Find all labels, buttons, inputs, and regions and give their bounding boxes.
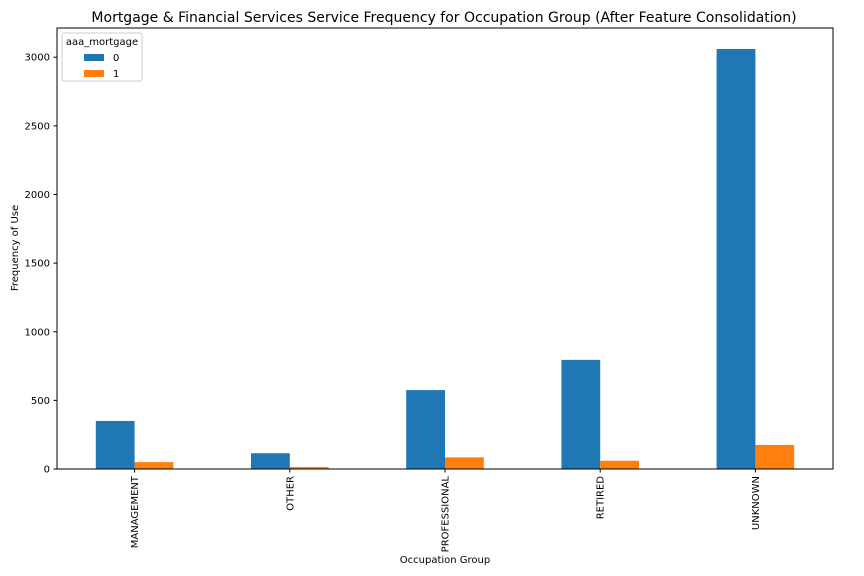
legend-label-0: 0 xyxy=(113,53,119,64)
legend-title: aaa_mortgage xyxy=(66,37,138,48)
bar-professional-series-1 xyxy=(445,457,484,469)
legend: aaa_mortgage 0 1 xyxy=(61,32,143,82)
x-tick-label-management: MANAGEMENT xyxy=(130,475,141,548)
x-tick-label-other: OTHER xyxy=(285,476,296,511)
bar-retired-series-0 xyxy=(561,359,601,469)
x-tick-label-professional: PROFESSIONAL xyxy=(441,476,452,553)
bars-layer xyxy=(95,49,795,469)
y-tick-label: 1500 xyxy=(25,259,50,270)
chart-title: Mortgage & Financial Services Service Fr… xyxy=(91,10,796,26)
legend-swatch-1 xyxy=(84,70,104,77)
y-axis: 0 500 1000 1500 2000 2500 3000 xyxy=(25,53,57,476)
x-axis-label: Occupation Group xyxy=(400,555,490,566)
y-tick-label: 1000 xyxy=(25,327,50,338)
bar-other-series-1 xyxy=(289,466,329,469)
bar-retired-series-1 xyxy=(600,460,639,469)
y-tick-label: 3000 xyxy=(25,53,50,64)
y-tick-label: 500 xyxy=(31,396,50,407)
y-axis-label: Frequency of Use xyxy=(10,205,21,291)
legend-swatch-0 xyxy=(84,54,104,61)
x-tick-label-unknown: UNKNOWN xyxy=(751,476,762,530)
x-axis: MANAGEMENT OTHER PROFESSIONAL RETIRED UNKNOW… xyxy=(130,469,762,552)
plot-frame xyxy=(56,27,834,470)
bar-management-series-0 xyxy=(95,420,135,469)
y-tick-label: 2500 xyxy=(25,121,50,132)
bar-unknown-series-1 xyxy=(755,444,795,469)
x-tick-label-retired: RETIRED xyxy=(596,476,607,520)
y-tick-label: 2000 xyxy=(25,190,50,201)
legend-label-1: 1 xyxy=(113,69,119,80)
bar-other-series-0 xyxy=(251,453,290,469)
bar-unknown-series-0 xyxy=(716,49,756,469)
y-tick-label: 0 xyxy=(44,465,50,476)
bar-management-series-1 xyxy=(134,462,174,469)
bar-professional-series-0 xyxy=(406,390,445,469)
